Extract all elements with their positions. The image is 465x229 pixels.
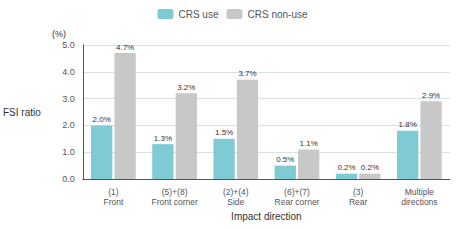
svg-text:(1): (1) — [108, 187, 119, 197]
svg-text:CRS use: CRS use — [178, 9, 218, 20]
svg-text:5.0: 5.0 — [62, 40, 75, 50]
svg-text:0.5%: 0.5% — [276, 155, 294, 164]
svg-text:Side: Side — [227, 197, 244, 207]
svg-text:FSI ratio: FSI ratio — [3, 107, 41, 118]
svg-text:(3): (3) — [353, 187, 364, 197]
svg-text:0.2%: 0.2% — [361, 163, 379, 172]
svg-text:(%): (%) — [52, 29, 66, 39]
svg-text:3.0: 3.0 — [62, 94, 75, 104]
svg-text:Front: Front — [103, 197, 123, 207]
svg-text:0.2%: 0.2% — [337, 163, 355, 172]
svg-text:2.0%: 2.0% — [93, 115, 111, 124]
svg-text:Rear: Rear — [349, 197, 368, 207]
svg-text:directions: directions — [401, 197, 437, 207]
svg-text:1.3%: 1.3% — [154, 134, 172, 143]
svg-text:3.2%: 3.2% — [177, 83, 195, 92]
svg-text:(6)+(7): (6)+(7) — [284, 187, 310, 197]
svg-text:2.9%: 2.9% — [422, 91, 440, 100]
svg-text:1.5%: 1.5% — [215, 128, 233, 137]
svg-text:1.8%: 1.8% — [399, 120, 417, 129]
svg-text:Rear corner: Rear corner — [275, 197, 320, 207]
svg-text:Multiple: Multiple — [405, 187, 435, 197]
svg-text:1.1%: 1.1% — [300, 139, 318, 148]
svg-text:(2)+(4): (2)+(4) — [223, 187, 249, 197]
svg-text:4.7%: 4.7% — [116, 43, 134, 52]
svg-text:4.0: 4.0 — [62, 67, 75, 77]
svg-text:Impact direction: Impact direction — [231, 211, 302, 222]
svg-text:Front corner: Front corner — [151, 197, 197, 207]
svg-text:0.0: 0.0 — [62, 174, 75, 184]
svg-text:CRS non-use: CRS non-use — [247, 9, 307, 20]
svg-text:3.7%: 3.7% — [238, 69, 256, 78]
svg-text:1.0: 1.0 — [62, 147, 75, 157]
svg-text:2.0: 2.0 — [62, 120, 75, 130]
svg-text:(5)+(8): (5)+(8) — [162, 187, 188, 197]
